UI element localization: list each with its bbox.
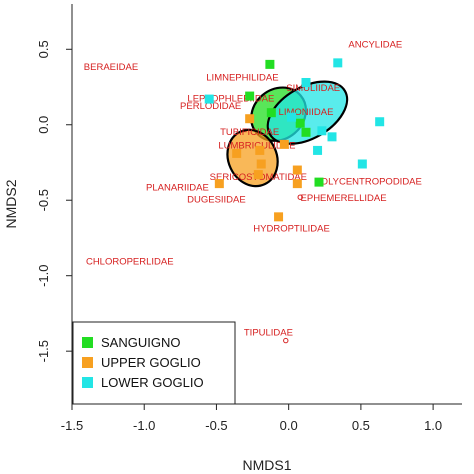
taxon-label-ephemerellidae: EPHEMERELLIDAE	[301, 193, 387, 204]
legend-swatch	[82, 377, 93, 388]
taxon-label-simuliidae: SIMULIIDAE	[286, 83, 340, 94]
point-upper-goglio	[292, 165, 302, 175]
point-upper-goglio	[232, 148, 242, 158]
point-lower-goglio	[301, 77, 311, 87]
x-tick-label: -1.5	[61, 418, 83, 433]
y-tick-label: -0.5	[36, 189, 51, 211]
point-upper-goglio	[274, 212, 284, 222]
y-tick-label: -1.0	[36, 264, 51, 286]
point-sanguigno	[314, 177, 324, 187]
legend-swatch	[82, 357, 93, 368]
x-tick-label: 0.0	[280, 418, 298, 433]
legend: SANGUIGNO UPPER GOGLIO LOWER GOGLIO	[72, 321, 236, 405]
legend-label: UPPER GOGLIO	[101, 355, 201, 370]
taxon-label-limoniidae: LIMONIIDAE	[279, 107, 334, 118]
legend-label: SANGUIGNO	[101, 335, 180, 350]
point-lower-goglio	[333, 58, 343, 68]
point-lower-goglio	[287, 112, 297, 122]
taxon-label-chloroperlidae: CHLOROPERLIDAE	[86, 257, 174, 268]
legend-box	[72, 321, 236, 405]
origin-markers	[283, 194, 303, 344]
origin-marker	[283, 337, 289, 344]
legend-swatch	[82, 337, 93, 348]
point-lower-goglio	[204, 94, 214, 104]
point-upper-goglio	[256, 159, 266, 169]
origin-marker	[297, 194, 303, 200]
axes: -1.5 -1.0 -0.5 0.0 0.5 1.0 -1.5 -1.0 -0.5 0.0 0.5 N…	[3, 4, 462, 473]
taxon-label-hydroptilidae: HYDROPTILIDAE	[253, 223, 330, 234]
taxon-label-tipulidae: TIPULIDAE	[244, 328, 293, 339]
confidence-ellipses	[226, 80, 349, 188]
point-upper-goglio	[253, 170, 263, 180]
x-axis-title: NMDS1	[242, 457, 291, 473]
ellipse-upper-goglio	[226, 128, 279, 188]
x-tick-label: -1.0	[133, 418, 155, 433]
point-lower-goglio	[327, 132, 337, 142]
point-upper-goglio	[214, 179, 224, 189]
point-upper-goglio	[279, 139, 289, 149]
taxa-labels: ANCYLIDAE BERAEIDAE LIMNEPHILIDAE LEPTOPHLE…	[84, 39, 422, 338]
taxon-label-perlodidae: PERLODIDAE	[180, 101, 241, 112]
site-points	[204, 58, 385, 222]
point-sanguigno	[301, 127, 311, 137]
taxon-label-ancylidae: ANCYLIDAE	[348, 39, 402, 50]
point-sanguigno	[295, 118, 305, 128]
y-tick-label: -1.5	[36, 340, 51, 362]
x-tick-label: -0.5	[205, 418, 227, 433]
x-tick-label: 1.0	[424, 418, 442, 433]
point-lower-goglio	[375, 117, 385, 127]
point-sanguigno	[266, 108, 276, 118]
y-tick-label: 0.0	[36, 116, 51, 134]
point-sanguigno	[245, 91, 255, 101]
point-sanguigno	[265, 59, 275, 69]
point-upper-goglio	[245, 114, 255, 124]
point-lower-goglio	[357, 159, 367, 169]
y-tick-label: 0.5	[36, 40, 51, 58]
x-tick-label: 0.5	[352, 418, 370, 433]
point-lower-goglio	[313, 145, 323, 155]
taxon-label-limnephilidae: LIMNEPHILIDAE	[206, 72, 278, 83]
taxon-label-leptophlebiidae: LEPTOPHLEBIIDAE	[187, 94, 274, 105]
point-upper-goglio	[292, 179, 302, 189]
taxon-label-planariidae: PLANARIIDAE	[146, 183, 209, 194]
taxon-label-polycentropodidae: POLYCENTROPODIDAE	[314, 177, 422, 188]
taxon-label-tubificidae: TUBIFICIDAE	[220, 127, 279, 138]
point-lower-goglio	[317, 126, 327, 136]
point-upper-goglio	[255, 145, 265, 155]
taxon-label-lumbriculidae: LUMBRICULIDAE	[218, 140, 295, 151]
taxon-label-beraeidae: BERAEIDAE	[84, 62, 138, 73]
legend-label: LOWER GOGLIO	[101, 375, 204, 390]
y-axis-title: NMDS2	[3, 179, 19, 228]
taxon-label-dugesiidae: DUGESIIDAE	[187, 195, 246, 206]
